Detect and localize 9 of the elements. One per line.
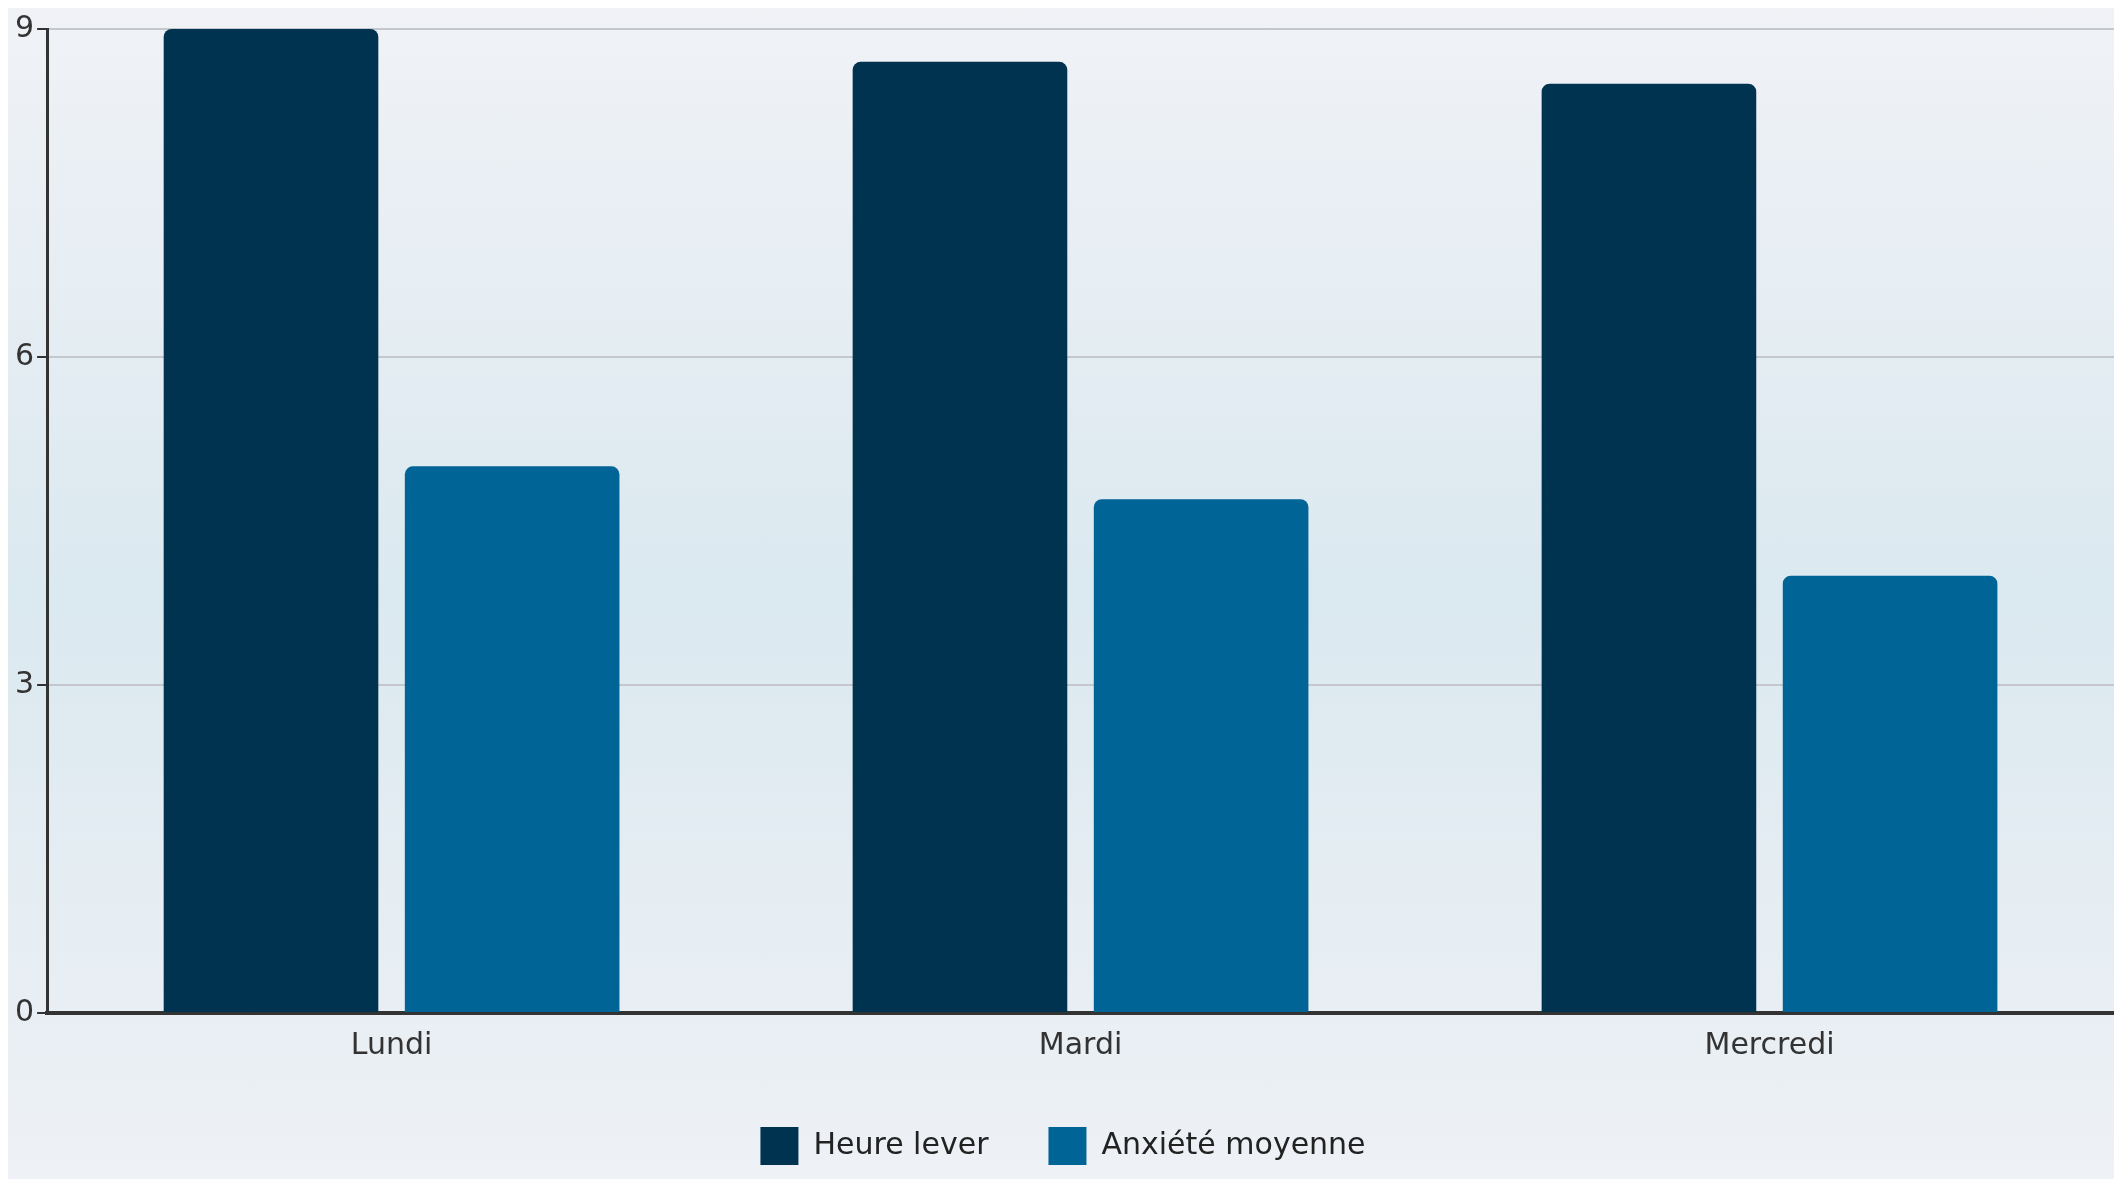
y-tick-label: 9 [14, 8, 35, 44]
y-tick-label: 3 [14, 664, 35, 700]
x-tick-label: Mardi [1038, 1025, 1123, 1061]
x-tick-label: Mercredi [1704, 1025, 1835, 1061]
x-tick-label: Lundi [350, 1025, 433, 1061]
legend-label: Heure lever [813, 1125, 990, 1161]
y-tick-label: 6 [14, 336, 35, 372]
legend-label: Anxiété moyenne [1101, 1125, 1366, 1161]
y-tick-label: 0 [14, 992, 35, 1028]
